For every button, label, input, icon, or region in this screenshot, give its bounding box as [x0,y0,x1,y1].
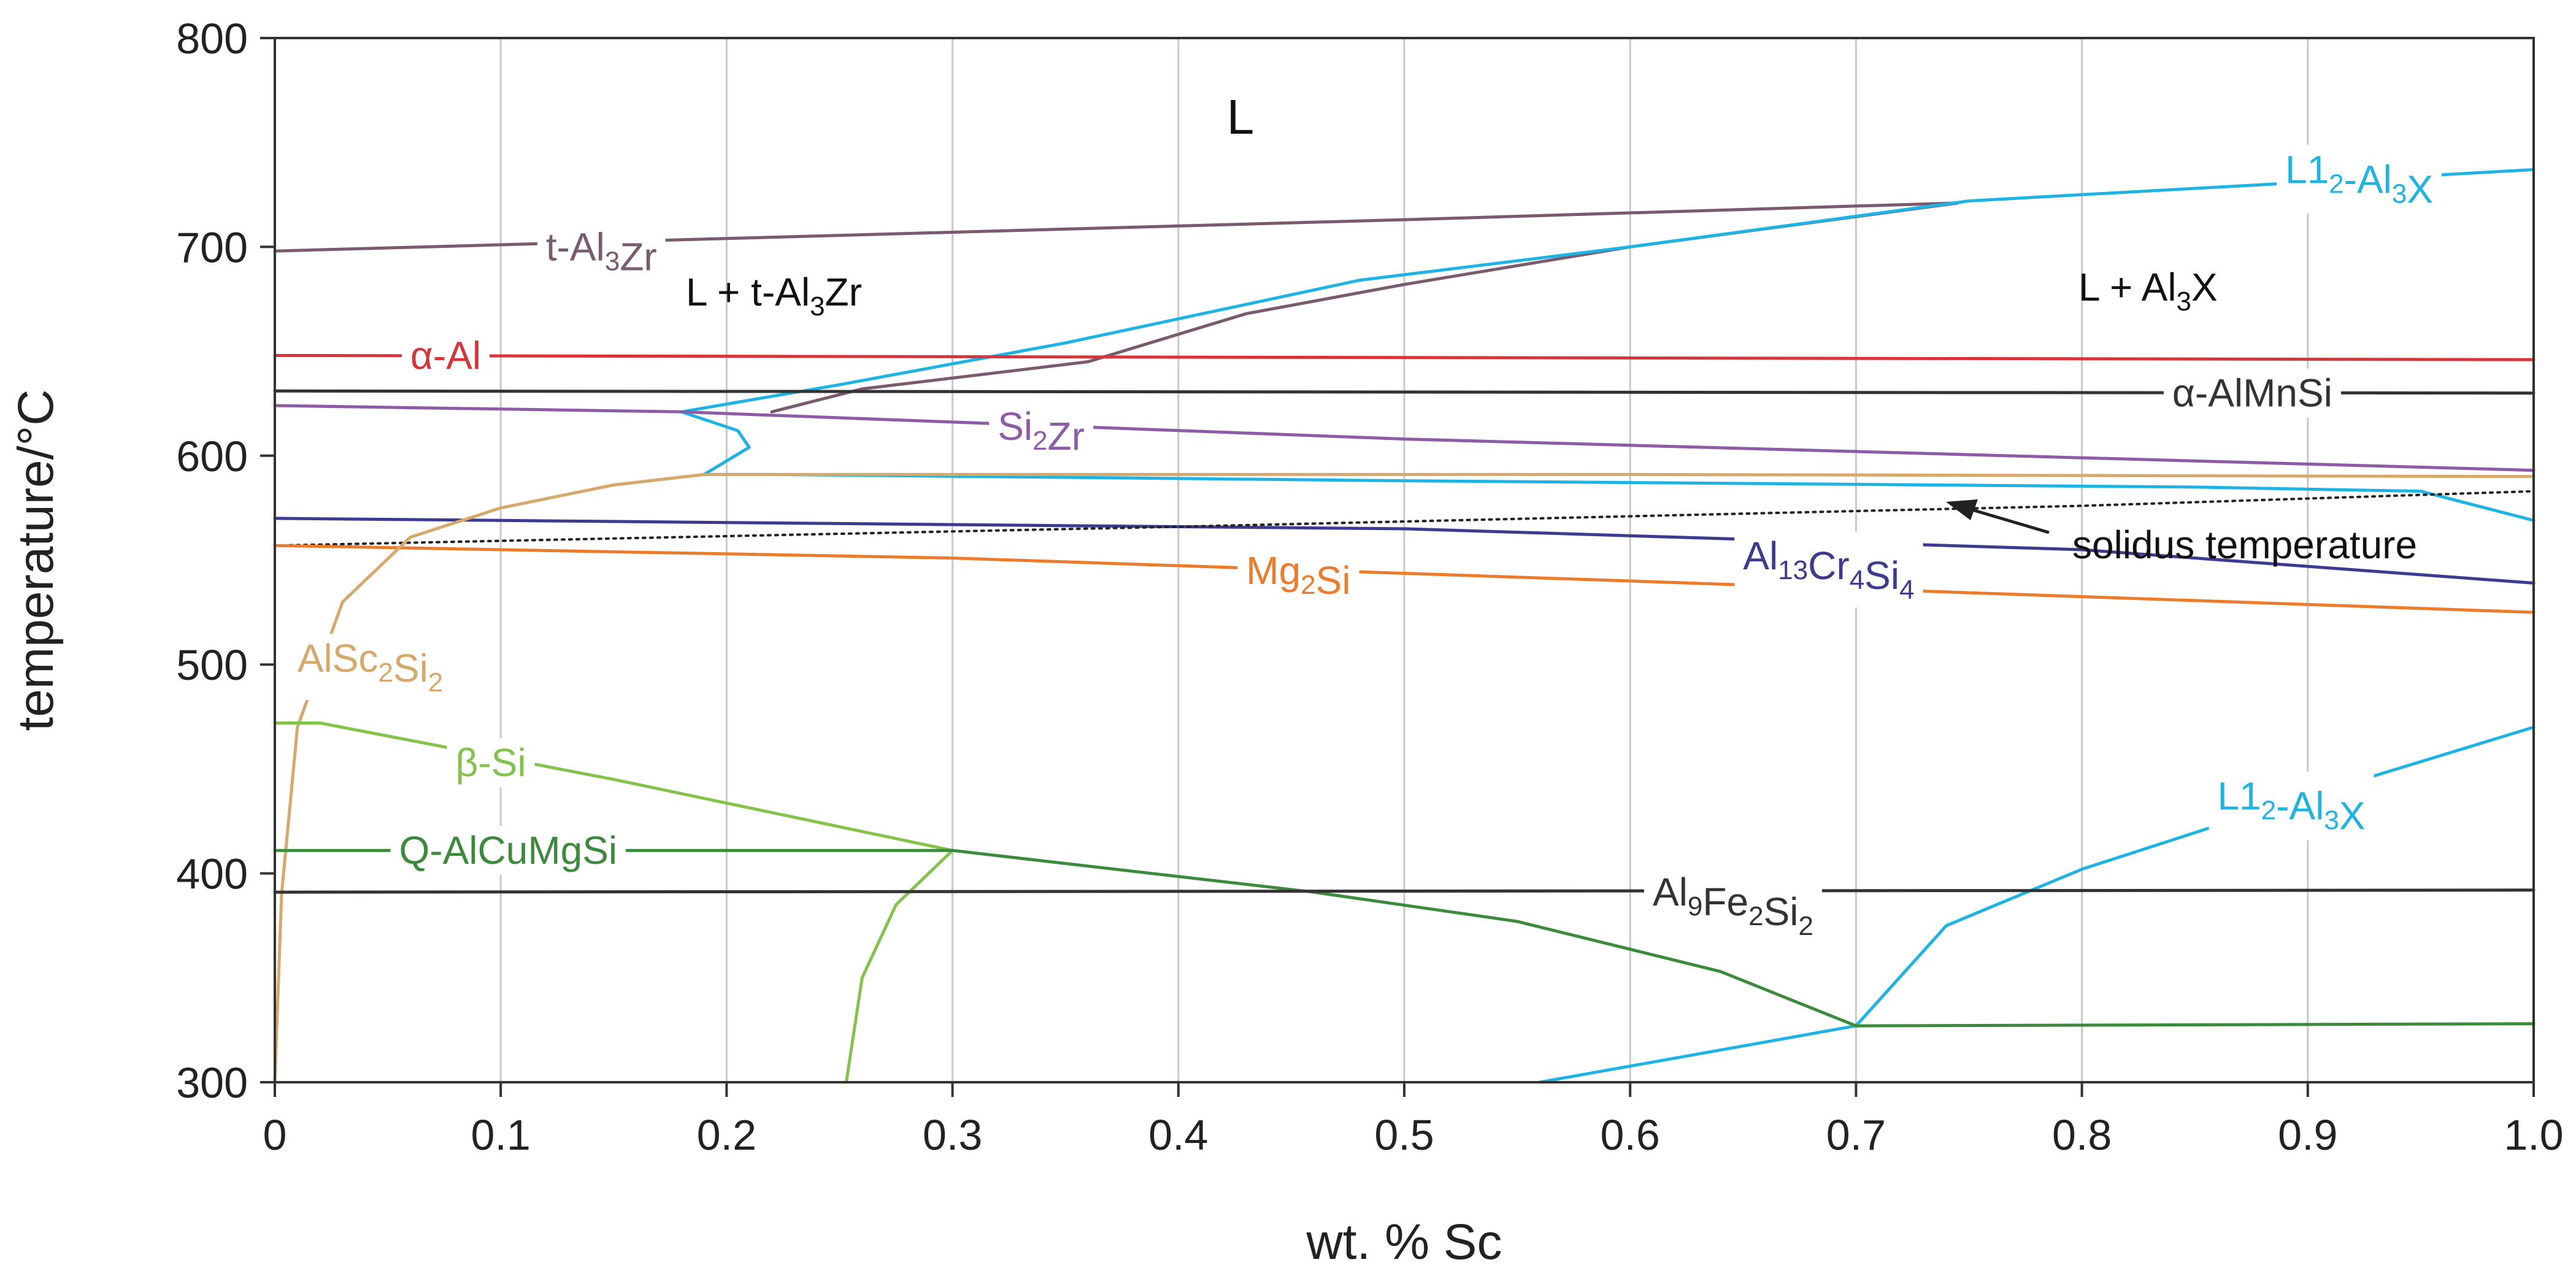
x-tick-label: 0.8 [2052,1111,2112,1159]
series-label-background [989,402,1094,461]
series-label-alsc2si2: AlSc2Si2 [288,633,452,700]
series-label-background [401,331,490,380]
axis-ticks: 0 0.1 0.2 0.3 0.4 0.5 0.6 0.7 0.8 0.9 1.0 300 400 500… [176,15,2563,1159]
x-tick-label: 0.4 [1148,1111,1208,1159]
y-tick-label: 800 [176,15,248,63]
solidus-arrow-line [1961,505,2050,534]
x-tick-label: 0.5 [1374,1111,1434,1159]
series-label-t-al3zr: t-Al3Zr [537,222,666,282]
svg-text:Al13Cr4Si4: Al13Cr4Si4 [1743,534,1914,605]
series-line-alpha-almnsi [273,389,2536,395]
region-label-l-plus-t-al3zr: L + t-Al3Zr [686,270,862,321]
series-line-alsc2si2-upper [702,472,2536,479]
series-line-alsc2si2 [273,472,706,1084]
series-line-l12-loop [680,410,2536,522]
series-label-beta-si: β-Si [447,738,535,788]
solidus-annotation-label: solidus temperature [2072,523,2417,567]
series-label-background [537,222,666,282]
series-label-background [1734,531,1923,608]
series-label-background [447,738,535,788]
series-label-al9fe2si2: Al9Fe2Si2 [1644,867,1822,944]
series-line-t-al3zr-solvus [770,201,1959,414]
svg-text:Al9Fe2Si2: Al9Fe2Si2 [1653,870,1813,941]
series-label-background [390,826,626,875]
x-axis-title: wt. % Sc [1306,1214,1502,1270]
solidus-annotation: solidus temperature [1946,499,2417,567]
svg-text:α-AlMnSi: α-AlMnSi [2172,371,2332,415]
svg-text:Q-AlCuMgSi: Q-AlCuMgSi [399,828,618,872]
series-labels: t-Al3Zr L12-Al3X α-Al α-AlMnSi Si2Zr Al13Cr4S… [288,145,2442,944]
y-tick-label: 300 [176,1059,248,1107]
series-label-background [2163,368,2341,418]
series-line-l12-upper [680,168,2536,414]
series-line-al9fe2si2 [273,888,2536,894]
svg-text:L12-Al3X: L12-Al3X [2218,774,2366,838]
svg-text:Si2Zr: Si2Zr [998,404,1085,458]
series-label-q-alcumgsi: Q-AlCuMgSi [390,826,626,875]
y-tick-label: 500 [176,641,248,689]
series-label-si2zr: Si2Zr [989,402,1094,461]
y-tick-label: 400 [176,850,248,898]
series-line-q-alcumgsi [273,848,2536,1028]
x-tick-label: 0 [263,1111,287,1159]
svg-text:β-Si: β-Si [456,741,526,785]
series-line-si2zr [273,404,2536,472]
x-tick-label: 0.1 [471,1111,531,1159]
series-line-solidus [274,490,2535,547]
series-line-alpha-al [273,353,2536,361]
grid-lines [499,38,2309,1082]
series-label-background [288,633,452,700]
x-tick-label: 0.2 [697,1111,756,1159]
x-tick-label: 0.3 [923,1111,982,1159]
x-tick-label: 0.6 [1601,1111,1660,1159]
svg-text:Mg2Si: Mg2Si [1246,548,1350,602]
y-tick-label: 600 [176,433,248,480]
x-tick-label: 1.0 [2504,1111,2563,1159]
series-label-al13cr4si4: Al13Cr4Si4 [1734,531,1923,608]
y-axis-title: temperature/°C [8,390,64,731]
svg-text:t-Al3Zr: t-Al3Zr [546,225,657,279]
series-label-mg2si: Mg2Si [1237,546,1359,606]
series-label-background [2276,145,2442,214]
x-tick-label: 0.9 [2278,1111,2337,1159]
series-label-l12-upper: L12-Al3X [2276,145,2442,214]
svg-text:α-Al: α-Al [410,333,481,377]
svg-text:L12-Al3X: L12-Al3X [2285,147,2433,211]
solidus-arrow-head [1946,499,1978,520]
svg-text:AlSc2Si2: AlSc2Si2 [298,636,443,698]
region-label-l-plus-al3x: L + Al3X [2078,265,2218,317]
series-label-background [1644,867,1822,944]
series-line-t-al3zr [273,201,1959,253]
region-label-liquid: L [1227,90,1255,144]
series-line-beta-si-lower [845,848,955,1084]
series-label-l12-lower: L12-Al3X [2209,771,2374,841]
series-label-background [2209,771,2374,841]
y-tick-label: 700 [176,223,248,271]
series-label-alpha-al: α-Al [401,331,490,380]
x-tick-label: 0.7 [1826,1111,1886,1159]
series-label-background [1237,546,1359,606]
series-label-alpha-almnsi: α-AlMnSi [2163,368,2341,418]
